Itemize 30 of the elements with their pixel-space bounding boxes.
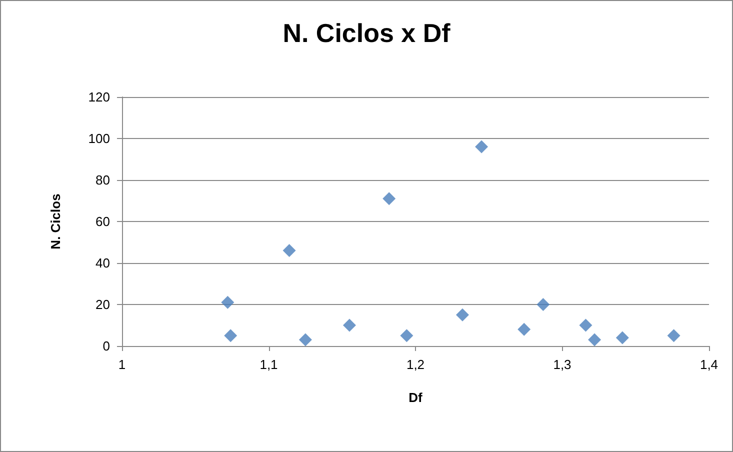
y-tick-label: 120	[88, 90, 110, 104]
point	[579, 318, 592, 332]
point	[536, 298, 550, 311]
y-tick-label: 20	[96, 297, 110, 312]
x-axis-title: Df	[408, 390, 424, 405]
x-tick-label: 1,1	[260, 357, 278, 372]
x-tick-label: 1,2	[406, 357, 425, 372]
x-tick-label: 1	[118, 357, 126, 372]
y-tick-label: 40	[96, 256, 110, 270]
x-tick-label: 1,3	[553, 357, 572, 372]
y-tick-label: 60	[96, 214, 110, 229]
point	[588, 333, 602, 346]
point	[221, 296, 234, 309]
chart-title: N. Ciclos x Df	[282, 18, 451, 48]
y-tick-label: 100	[88, 131, 110, 146]
point	[400, 329, 414, 342]
point	[667, 329, 680, 342]
point	[616, 331, 629, 344]
point	[475, 140, 488, 154]
point	[224, 329, 238, 342]
point	[456, 308, 469, 322]
y-tick-label: 0	[102, 338, 110, 354]
point	[282, 244, 296, 258]
y-tick-label: 80	[96, 172, 110, 188]
point	[382, 192, 396, 206]
point	[342, 318, 356, 332]
point	[298, 333, 312, 346]
point	[518, 322, 531, 336]
x-tick-label: 1,4	[700, 357, 718, 372]
y-axis-title: N. Ciclos	[48, 194, 63, 250]
